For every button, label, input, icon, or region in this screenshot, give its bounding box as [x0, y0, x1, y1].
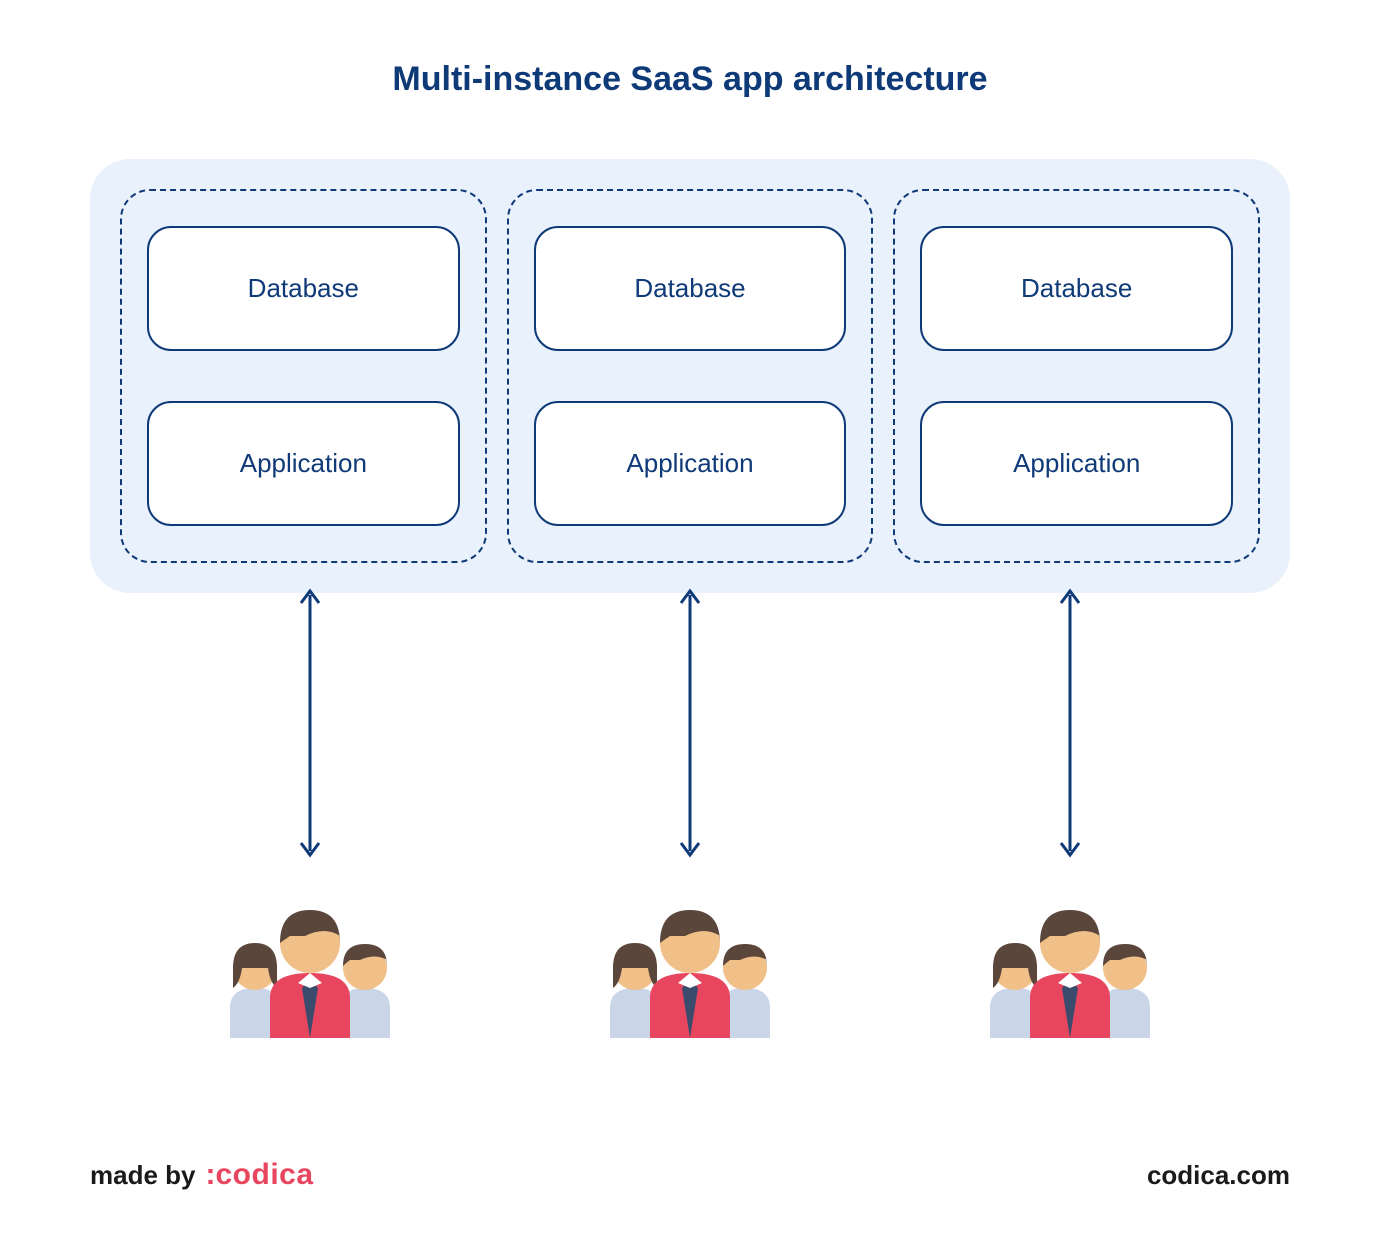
brand-name: codica [216, 1158, 314, 1191]
instances-container: Database Application Database Applicatio… [90, 159, 1290, 593]
users-icon [210, 888, 410, 1038]
made-by-label: made by [90, 1160, 196, 1191]
instance-3: Database Application [893, 189, 1260, 563]
footer: made by :codica codica.com [90, 1158, 1290, 1192]
users-icon [970, 888, 1170, 1038]
diagram-title: Multi-instance SaaS app architecture [90, 60, 1290, 99]
application-box: Application [147, 401, 460, 526]
application-box: Application [920, 401, 1233, 526]
instance-1: Database Application [120, 189, 487, 563]
application-box: Application [534, 401, 847, 526]
double-arrow-icon [1055, 583, 1085, 863]
made-by: made by :codica [90, 1158, 314, 1192]
double-arrow-icon [295, 583, 325, 863]
users-row [90, 888, 1290, 1038]
brand: :codica [206, 1158, 314, 1192]
database-box: Database [534, 226, 847, 351]
users-icon [590, 888, 790, 1038]
double-arrow-icon [675, 583, 705, 863]
arrows-row [90, 583, 1290, 863]
database-box: Database [920, 226, 1233, 351]
database-box: Database [147, 226, 460, 351]
site-url: codica.com [1147, 1160, 1290, 1191]
brand-colon: : [206, 1158, 216, 1191]
instance-2: Database Application [507, 189, 874, 563]
